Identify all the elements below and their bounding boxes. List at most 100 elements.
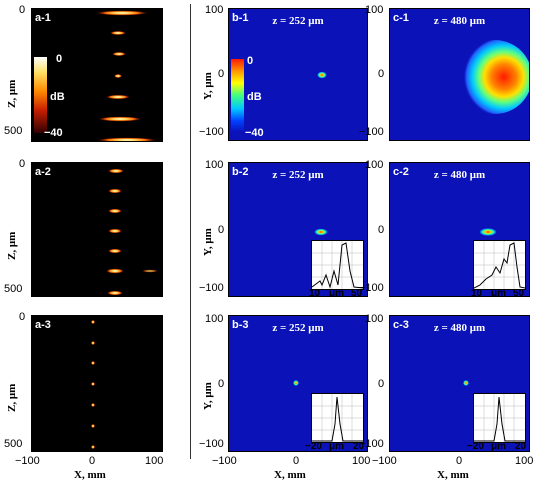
inset-tick-right: 20 [353, 441, 365, 452]
y-tick-100: 100 [205, 159, 224, 171]
inset-tick-unit: μm [329, 441, 345, 452]
panel-c2: c-2 z = 480 μm 10 μm 50 [389, 162, 530, 297]
x-tick-0: 0 [89, 455, 96, 467]
panel-label: c-1 [393, 12, 409, 24]
x-tick-neg100: −100 [212, 455, 237, 467]
focal-spot [479, 228, 497, 236]
panel-c1: c-1 z = 480 μm [389, 8, 530, 141]
y-tick-neg100: −100 [199, 282, 224, 294]
y-tick-neg100: −100 [359, 438, 384, 450]
column-divider [190, 4, 191, 459]
colorbar [231, 59, 244, 132]
panel-label: a-1 [35, 12, 51, 24]
z-tick-0: 0 [19, 4, 26, 16]
z-tick-500: 500 [4, 125, 23, 137]
panel-b3: b-3 z = 252 μm −20 μm 20 [228, 315, 368, 452]
z-axis-title: Z, μm [6, 231, 18, 260]
profile-inset [473, 240, 526, 290]
y-tick-0: 0 [378, 68, 385, 80]
inset-tick-right: 50 [513, 288, 525, 297]
z-tick-0: 0 [19, 158, 26, 170]
panel-label: a-2 [35, 166, 51, 178]
panel-b1: b-1 z = 252 μm 0 dB −40 [228, 8, 368, 141]
y-tick-100: 100 [205, 313, 224, 325]
panel-c3: c-3 z = 480 μm −20 μm 20 [389, 315, 530, 452]
colorbar-bottom-label: −40 [245, 127, 264, 139]
panel-label: c-2 [393, 166, 409, 178]
depth-label: z = 252 μm [272, 169, 324, 181]
y-tick-100: 100 [365, 159, 384, 171]
x-axis-title: X, mm [274, 469, 306, 481]
x-tick-neg100: −100 [372, 455, 397, 467]
z-tick-500: 500 [4, 438, 23, 450]
profile-inset [311, 393, 364, 443]
z-axis-title: Z, μm [6, 79, 18, 108]
panel-label: c-3 [393, 319, 409, 331]
focus-spots [91, 320, 95, 449]
y-tick-0: 0 [378, 378, 385, 390]
x-axis-title: X, mm [437, 469, 469, 481]
y-tick-100: 100 [365, 313, 384, 325]
profile-curve [312, 241, 363, 289]
profile-curve [474, 241, 525, 289]
y-tick-0: 0 [378, 224, 385, 236]
colorbar [34, 57, 47, 133]
colorbar-unit-label: dB [50, 91, 65, 103]
y-tick-neg100: −100 [199, 126, 224, 138]
inset-tick-left: 10 [471, 288, 483, 297]
y-tick-neg100: −100 [359, 126, 384, 138]
x-tick-0: 0 [456, 455, 463, 467]
inset-tick-unit: μm [491, 441, 507, 452]
x-tick-100: 100 [352, 455, 371, 467]
x-tick-100: 100 [515, 455, 534, 467]
panel-label: a-3 [35, 319, 51, 331]
depth-label: z = 480 μm [433, 169, 486, 181]
colorbar-bottom-label: −40 [44, 127, 63, 139]
focus-spots [106, 168, 158, 296]
colorbar-unit-label: dB [247, 91, 262, 103]
inset-tick-left: −20 [467, 441, 484, 452]
profile-inset [473, 393, 526, 443]
panel-label: b-3 [232, 319, 249, 331]
panel-b2: b-2 z = 252 μm 10 μm 50 [228, 162, 368, 297]
panel-a3: a-3 [31, 315, 163, 452]
focal-spot [317, 71, 327, 79]
z-tick-0: 0 [19, 311, 26, 323]
x-tick-0: 0 [293, 455, 300, 467]
depth-label: z = 252 μm [272, 15, 324, 27]
y-tick-neg100: −100 [199, 438, 224, 450]
focal-spot [458, 40, 529, 114]
z-tick-500: 500 [4, 283, 23, 295]
colorbar-top-label: 0 [247, 55, 254, 67]
y-tick-0: 0 [218, 378, 225, 390]
depth-label: z = 480 μm [433, 15, 486, 27]
panel-a2: a-2 [31, 162, 163, 297]
profile-curve [312, 394, 363, 442]
y-tick-0: 0 [218, 68, 225, 80]
x-axis-title: X, mm [74, 469, 106, 481]
y-tick-100: 100 [205, 4, 224, 16]
profile-inset [311, 240, 364, 290]
depth-label: z = 252 μm [272, 322, 324, 334]
y-axis-title: Y, μm [202, 228, 214, 256]
y-axis-title: Y, μm [202, 72, 214, 100]
inset-tick-left: 10 [309, 288, 321, 297]
inset-tick-right: 50 [351, 288, 363, 297]
colorbar-top-label: 0 [56, 53, 63, 65]
x-tick-neg100: −100 [15, 455, 40, 467]
panel-label: b-1 [232, 12, 249, 24]
inset-tick-unit: μm [329, 288, 345, 297]
inset-tick-unit: μm [491, 288, 507, 297]
focal-spot [314, 228, 328, 236]
focal-spot [293, 380, 299, 386]
y-tick-0: 0 [218, 224, 225, 236]
x-tick-100: 100 [145, 455, 164, 467]
focus-spots [96, 10, 157, 141]
y-tick-neg100: −100 [359, 282, 384, 294]
y-axis-title: Y, μm [202, 382, 214, 410]
focal-spot [463, 380, 469, 386]
panel-label: b-2 [232, 166, 249, 178]
z-axis-title: Z, μm [6, 383, 18, 412]
y-tick-100: 100 [365, 4, 384, 16]
